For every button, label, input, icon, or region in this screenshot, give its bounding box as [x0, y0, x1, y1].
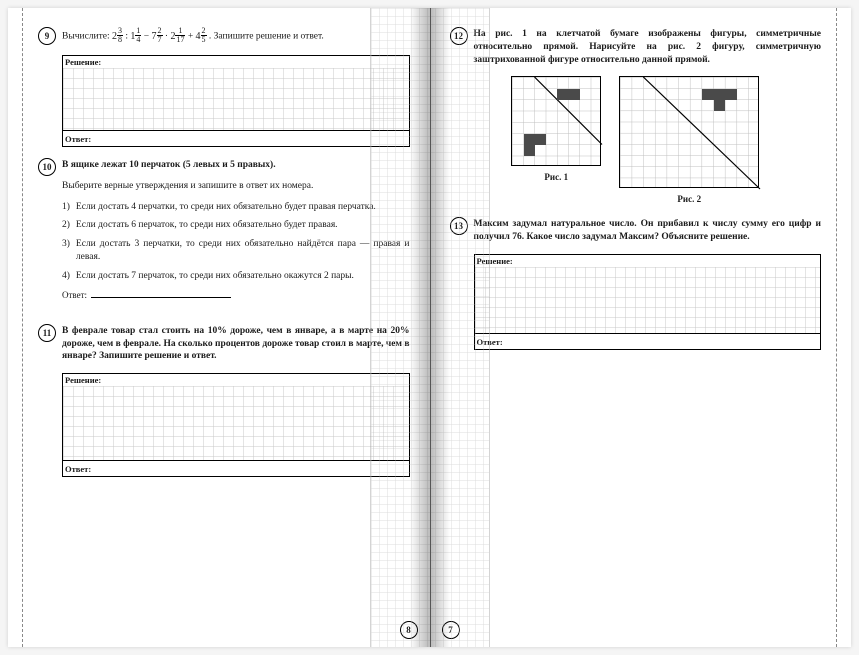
- shaded-cell: [535, 134, 546, 145]
- statement-item: 4) Если достать 7 перчаток, то среди них …: [62, 270, 410, 283]
- t10-answer-line: Ответ:: [62, 289, 410, 301]
- statement-number: 2): [62, 219, 70, 232]
- t10-lead: Выберите верные утверждения и запишите в…: [62, 180, 410, 193]
- solution-label: Решение:: [63, 56, 103, 68]
- statement-text: Если достать 4 перчатки, то среди них об…: [76, 201, 376, 214]
- t9-trail: . Запишите решение и ответ.: [209, 32, 324, 42]
- t10-statements: 1) Если достать 4 перчатки, то среди них …: [62, 201, 410, 283]
- shaded-cell: [524, 134, 535, 157]
- t13-solution-box: Решение: Ответ:: [474, 254, 822, 350]
- t12-figures: Рис. 1 Рис. 2: [450, 76, 822, 204]
- t12-text: На рис. 1 на клетчатой бумаге изображены…: [474, 29, 822, 65]
- shaded-cell: [714, 100, 726, 111]
- task-10: 10 В ящике лежат 10 перчаток (5 левых и …: [38, 159, 410, 315]
- answer-underline: [91, 297, 231, 298]
- t9-solution-box: Решение: Ответ:: [62, 55, 410, 147]
- task-number: 9: [38, 27, 56, 45]
- task-body: Вычислите: 238 : 114 − 727 · 2117 + 425 …: [62, 28, 410, 45]
- task-number: 12: [450, 27, 468, 45]
- task-body: На рис. 1 на клетчатой бумаге изображены…: [474, 28, 822, 66]
- grid-area: [63, 68, 409, 130]
- page-number-right: 8: [400, 621, 418, 639]
- task-11: 11 В феврале товар стал стоить на 10% до…: [38, 325, 410, 363]
- task-number: 13: [450, 217, 468, 235]
- statement-item: 2) Если достать 6 перчаток, то среди них …: [62, 219, 410, 232]
- solution-label: Решение:: [63, 374, 103, 386]
- t11-solution-box: Решение: Ответ:: [62, 373, 410, 477]
- statement-text: Если достать 7 перчаток, то среди них об…: [76, 270, 354, 283]
- figure-2-grid: [619, 76, 759, 188]
- task-body: В ящике лежат 10 перчаток (5 левых и 5 п…: [62, 159, 410, 315]
- answer-label: Ответ:: [63, 133, 93, 145]
- answer-label: Ответ:: [475, 336, 505, 348]
- figure-1-wrap: Рис. 1: [511, 76, 601, 204]
- statement-number: 4): [62, 270, 70, 283]
- t11-text: В феврале товар стал стоить на 10% дорож…: [62, 326, 410, 362]
- task-12: 12 На рис. 1 на клетчатой бумаге изображ…: [450, 28, 822, 66]
- task-body: В феврале товар стал стоить на 10% дорож…: [62, 325, 410, 363]
- figure-2-wrap: Рис. 2: [619, 76, 759, 204]
- statement-text: Если достать 6 перчаток, то среди них об…: [76, 219, 338, 232]
- shaded-cell: [557, 89, 580, 100]
- figure-1-grid: [511, 76, 601, 166]
- page-right: 12 На рис. 1 на клетчатой бумаге изображ…: [430, 8, 852, 647]
- shaded-cell: [702, 89, 737, 100]
- statement-number: 3): [62, 238, 70, 264]
- task-9: 9 Вычислите: 238 : 114 − 727 · 2117 + 42…: [38, 28, 410, 45]
- statement-item: 1) Если достать 4 перчатки, то среди них …: [62, 201, 410, 214]
- grid-area: [63, 386, 409, 460]
- t9-lead: Вычислите:: [62, 32, 112, 42]
- statement-item: 3)Если достать 3 перчатки, то среди них …: [62, 238, 410, 264]
- task-number: 11: [38, 324, 56, 342]
- t10-title: В ящике лежат 10 перчаток (5 левых и 5 п…: [62, 160, 276, 170]
- statement-number: 1): [62, 201, 70, 214]
- solution-label: Решение:: [475, 255, 515, 267]
- fig2-diagonal: [620, 77, 859, 227]
- statement-text: Если достать 3 перчатки, то среди них об…: [76, 238, 410, 264]
- book-spread: 9 Вычислите: 238 : 114 − 727 · 2117 + 42…: [8, 8, 851, 647]
- grid-area: [475, 267, 821, 333]
- task-number: 10: [38, 158, 56, 176]
- answer-label: Ответ:: [63, 463, 93, 475]
- page-left: 9 Вычислите: 238 : 114 − 727 · 2117 + 42…: [8, 8, 430, 647]
